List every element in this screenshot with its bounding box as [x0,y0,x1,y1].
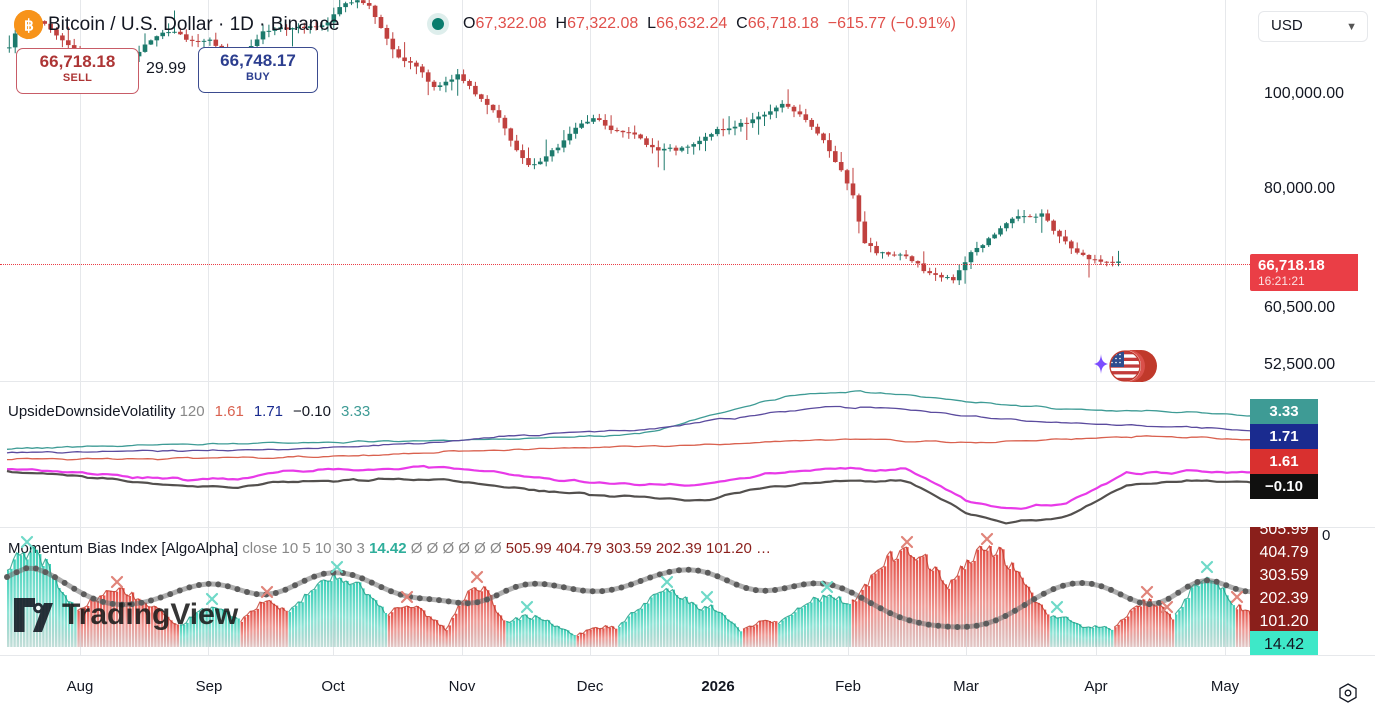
svg-text:฿: ฿ [24,17,34,34]
